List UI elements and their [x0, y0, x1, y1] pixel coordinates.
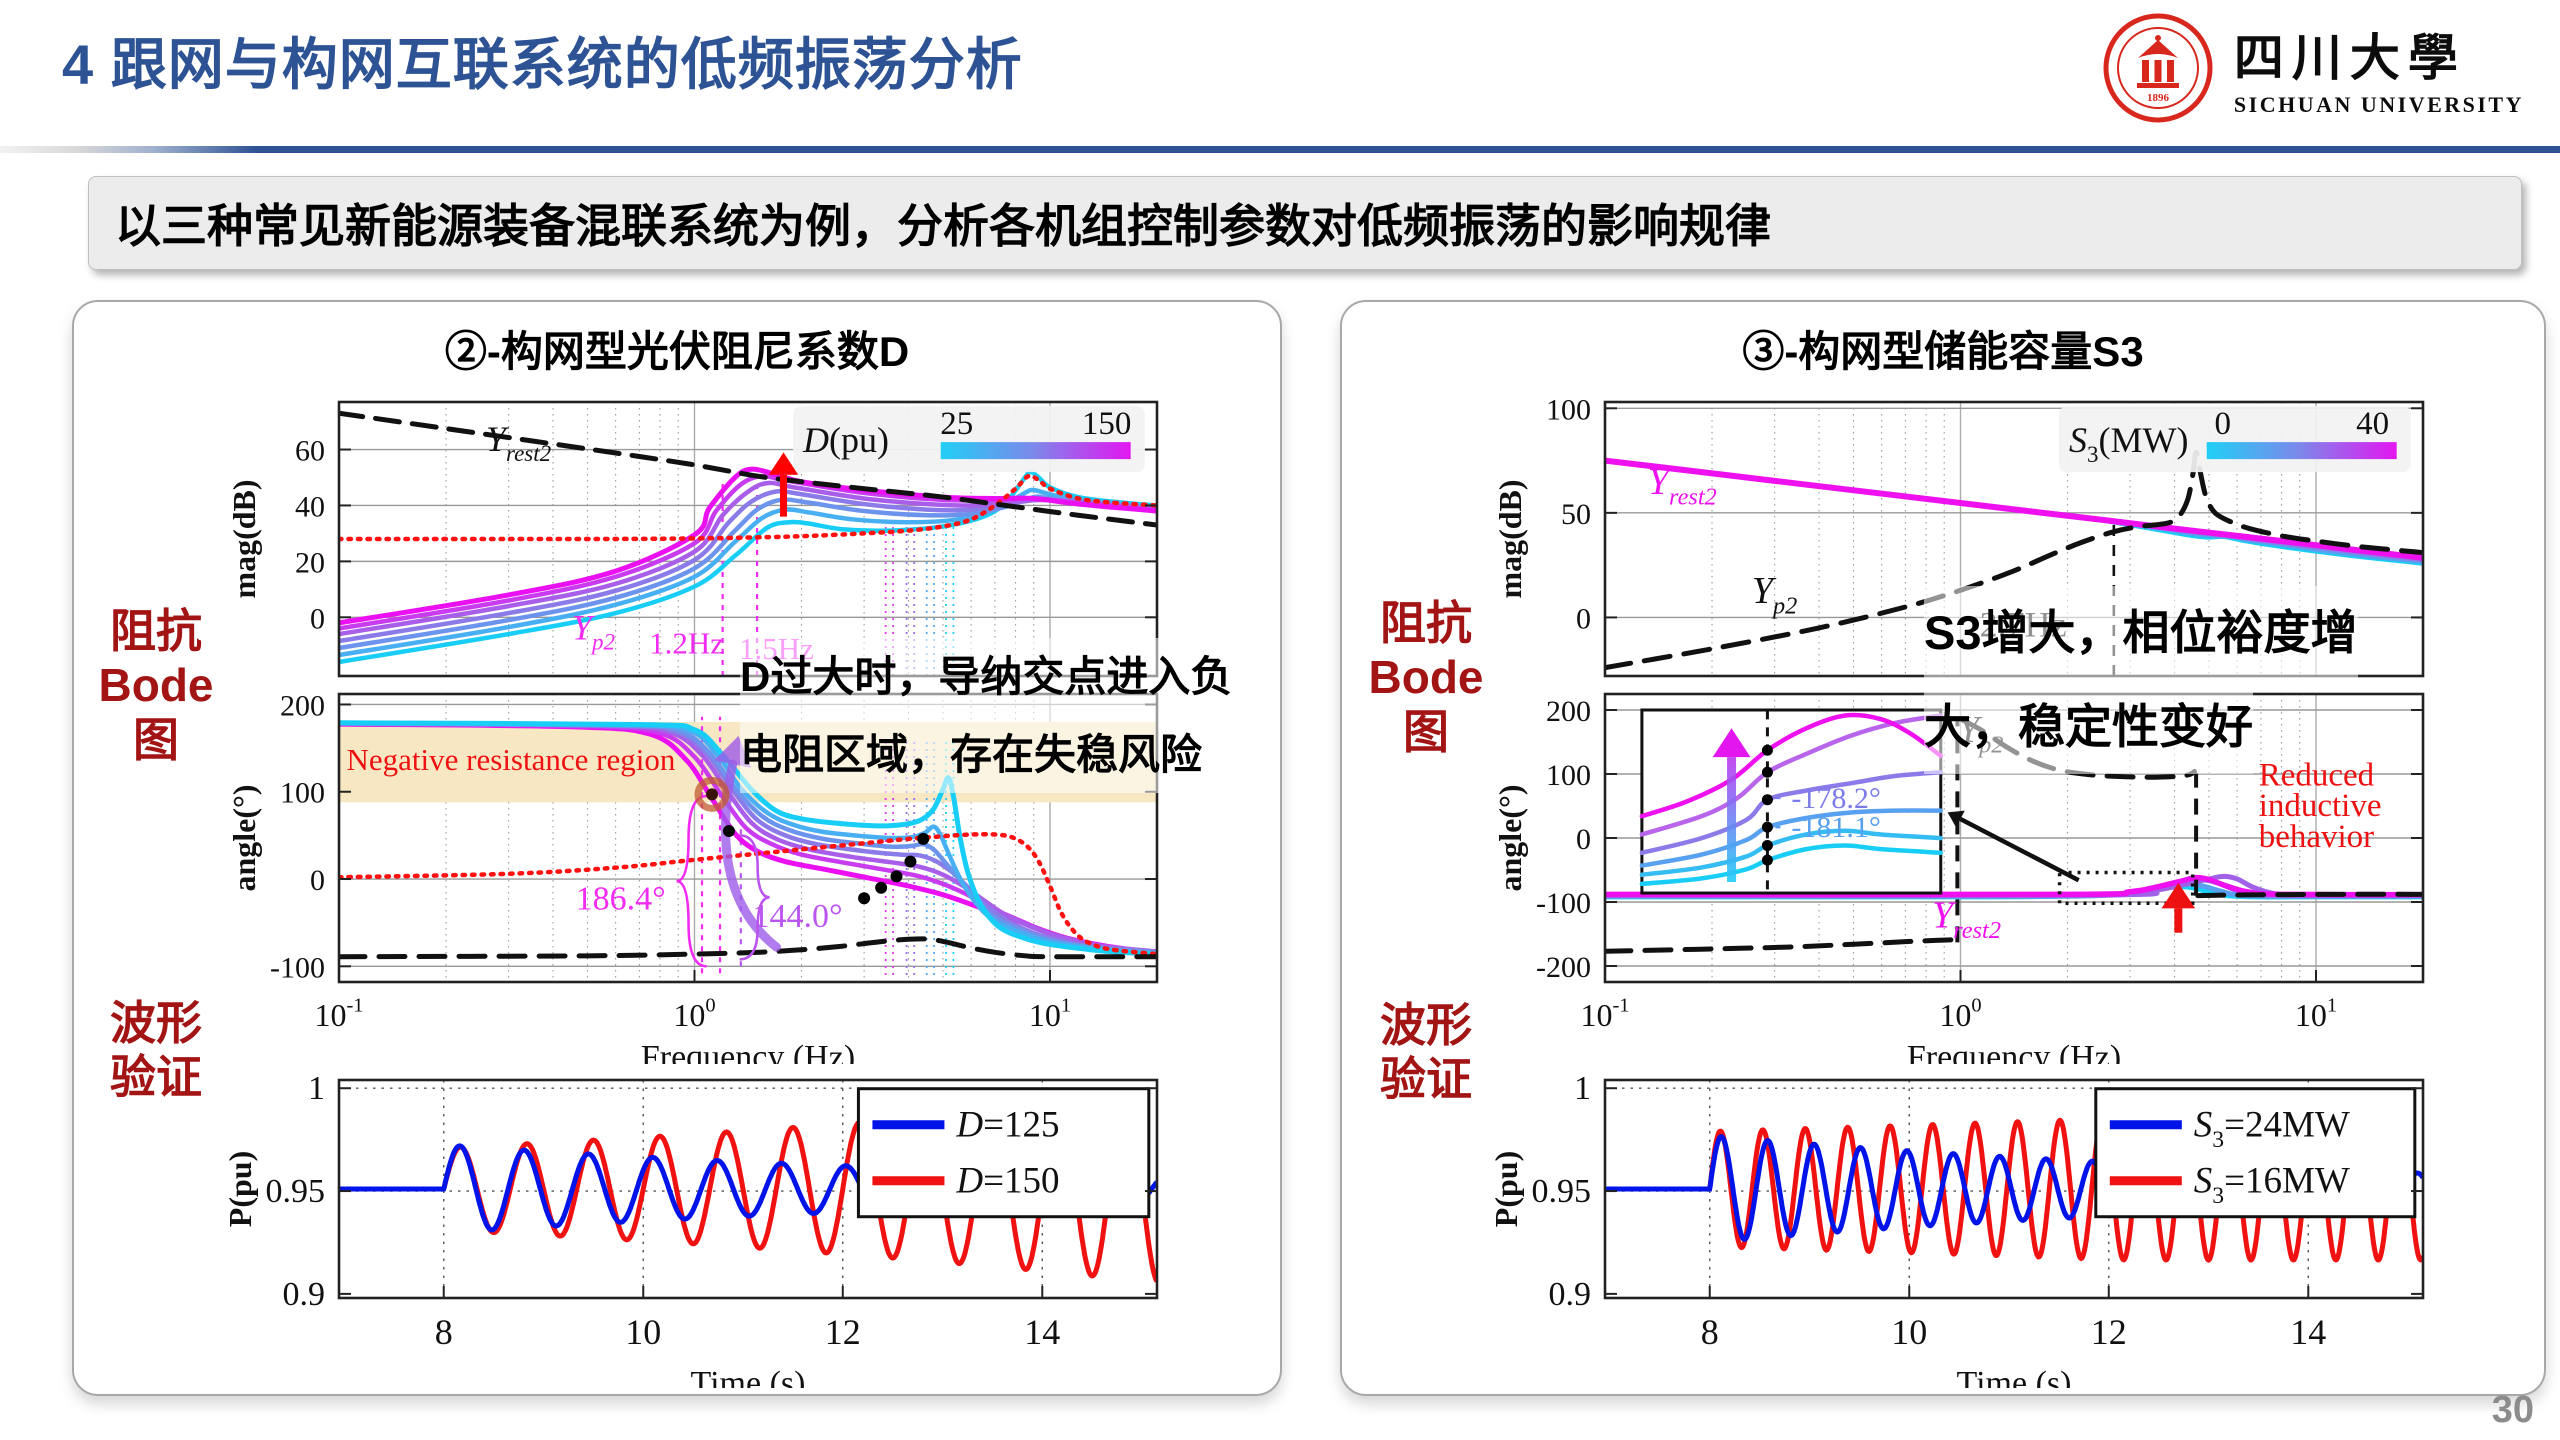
svg-text:Time (s): Time (s)	[1957, 1365, 2072, 1388]
svg-text:Yrest2: Yrest2	[1648, 461, 1717, 511]
panel-pv-damping: ②-构网型光伏阻尼系数D 阻抗 Bode 图 波形 验证 Yrest2 Yp2 1.…	[72, 300, 1282, 1396]
svg-text:100: 100	[280, 777, 325, 810]
svg-text:20: 20	[295, 546, 325, 579]
svg-text:100: 100	[1939, 995, 1981, 1033]
svg-text:Negative resistance region: Negative resistance region	[347, 742, 676, 777]
panel-title-storage: ③-构网型储能容量S3	[1742, 328, 2144, 375]
waveform-chart-pv: D=125 D=150 1 0.95 0.9 8 10 12 14 P(pu) Time (s)	[222, 1070, 1159, 1388]
svg-text:8: 8	[1701, 1312, 1719, 1352]
svg-text:8: 8	[435, 1312, 453, 1352]
svg-text:Reduced: Reduced	[2259, 758, 2375, 794]
svg-text:Yp2: Yp2	[572, 608, 616, 655]
panel-storage-capacity: ③-构网型储能容量S3 阻抗 Bode 图 波形 验证 Yrest2Yp22.7…	[1340, 300, 2546, 1396]
svg-text:200: 200	[1546, 695, 1591, 728]
svg-text:0: 0	[1576, 823, 1591, 856]
svg-text:angle(°): angle(°)	[1492, 785, 1528, 892]
svg-text:0.95: 0.95	[1532, 1173, 1592, 1210]
svg-text:0.9: 0.9	[283, 1276, 326, 1313]
svg-text:1: 1	[1574, 1070, 1591, 1107]
svg-text:angle(°): angle(°)	[226, 785, 262, 892]
subtitle-text: 以三种常见新能源装备混联系统为例，分析各机组控制参数对低频振荡的影响规律	[115, 200, 1771, 252]
svg-text:101: 101	[2295, 995, 2337, 1033]
page-number: 30	[2491, 1389, 2534, 1431]
svg-text:1: 1	[308, 1070, 325, 1107]
university-name-en: SICHUAN UNIVERSITY	[2233, 92, 2524, 117]
label-impedance-bode: 阻抗 Bode 图	[1368, 597, 1484, 758]
svg-text:144.0°: 144.0°	[753, 898, 843, 935]
svg-text:186.4°: 186.4°	[576, 881, 666, 918]
svg-text:S3(MW): S3(MW)	[2069, 420, 2188, 467]
svg-text:behavior: behavior	[2259, 819, 2374, 855]
svg-text:Yrest2: Yrest2	[1932, 895, 2001, 945]
svg-text:-181.1°: -181.1°	[1791, 811, 1881, 844]
svg-text:-200: -200	[1536, 951, 1591, 984]
svg-text:Yrest2: Yrest2	[486, 419, 552, 466]
header-divider	[0, 146, 2560, 153]
svg-text:12: 12	[825, 1312, 861, 1352]
svg-text:D=125: D=125	[955, 1105, 1059, 1146]
svg-text:101: 101	[1029, 995, 1071, 1033]
bode-phase-chart-storage: -178.2°-181.1°Yp2Yrest2Reducedinductiveb…	[1492, 692, 2425, 1064]
waveform-chart-storage: S3=24MW S3=16MW 1 0.95 0.9 8 10 12 14 P(pu) Time (…	[1488, 1070, 2425, 1388]
svg-text:12: 12	[2091, 1312, 2127, 1352]
svg-text:S3=24MW: S3=24MW	[2194, 1105, 2350, 1153]
svg-text:0: 0	[2214, 406, 2231, 442]
svg-text:inductive: inductive	[2259, 788, 2382, 824]
svg-text:1896: 1896	[2147, 92, 2170, 104]
label-waveform-verify: 波形 验证	[110, 997, 202, 1104]
svg-text:-178.2°: -178.2°	[1791, 782, 1881, 815]
label-waveform-verify: 波形 验证	[1380, 999, 1472, 1106]
svg-text:60: 60	[295, 435, 325, 468]
university-name-cn: 四川大學	[2233, 30, 2466, 86]
svg-text:1.2Hz: 1.2Hz	[649, 626, 724, 661]
subtitle-bar: 以三种常见新能源装备混联系统为例，分析各机组控制参数对低频振荡的影响规律	[88, 176, 2522, 270]
svg-text:-100: -100	[270, 951, 325, 984]
svg-text:10: 10	[1891, 1312, 1927, 1352]
svg-text:10-1: 10-1	[1580, 995, 1629, 1033]
svg-text:0.95: 0.95	[266, 1173, 326, 1210]
annotation-pv-risk: D过大时，导纳交点进入负 电阻区域，存在失稳风险	[740, 638, 1300, 794]
svg-text:Frequency (Hz): Frequency (Hz)	[1907, 1039, 2121, 1064]
svg-text:100: 100	[1546, 759, 1591, 792]
page-title: 4 跟网与构网互联系统的低频振荡分析	[62, 33, 1023, 96]
svg-text:14: 14	[1024, 1312, 1060, 1352]
svg-text:Time (s): Time (s)	[691, 1365, 806, 1388]
svg-text:Yp2: Yp2	[1752, 570, 1797, 620]
svg-text:-100: -100	[1536, 887, 1591, 920]
annotation-storage-benefit: S3增大，相位裕度增 大，稳定性变好	[1924, 586, 2544, 774]
svg-text:40: 40	[295, 490, 325, 523]
bode-magnitude-chart-pv: Yrest2Yp21.2Hz1.5HzD(pu)251500204060mag(…	[226, 400, 1159, 678]
svg-text:100: 100	[673, 995, 715, 1033]
university-seal-icon: 1896	[2103, 13, 2213, 123]
svg-text:10: 10	[625, 1312, 661, 1352]
svg-text:mag(dB): mag(dB)	[226, 479, 262, 598]
svg-text:0: 0	[310, 864, 325, 897]
svg-text:150: 150	[1082, 406, 1132, 442]
svg-text:P(pu): P(pu)	[1488, 1151, 1524, 1227]
svg-text:0.9: 0.9	[1549, 1276, 1592, 1313]
label-impedance-bode: 阻抗 Bode 图	[98, 605, 214, 766]
svg-text:S3=16MW: S3=16MW	[2194, 1161, 2350, 1209]
svg-text:50: 50	[1561, 498, 1591, 531]
panel-title-pv: ②-构网型光伏阻尼系数D	[444, 328, 910, 375]
svg-text:D=150: D=150	[955, 1161, 1059, 1202]
svg-text:100: 100	[1546, 393, 1591, 426]
svg-text:0: 0	[1576, 602, 1591, 635]
svg-text:25: 25	[940, 406, 973, 442]
svg-text:10-1: 10-1	[314, 995, 363, 1033]
university-logo: 1896 四川大學 SICHUAN UNIVERSITY	[2102, 12, 2524, 124]
svg-text:mag(dB): mag(dB)	[1492, 479, 1528, 598]
svg-text:40: 40	[2356, 406, 2389, 442]
svg-text:Frequency (Hz): Frequency (Hz)	[641, 1039, 855, 1064]
svg-text:P(pu): P(pu)	[222, 1151, 258, 1227]
svg-text:0: 0	[310, 602, 325, 635]
svg-text:200: 200	[280, 689, 325, 722]
svg-text:D(pu): D(pu)	[802, 420, 889, 460]
university-wordmark: 四川大學 SICHUAN UNIVERSITY	[2234, 18, 2524, 118]
svg-text:14: 14	[2290, 1312, 2326, 1352]
